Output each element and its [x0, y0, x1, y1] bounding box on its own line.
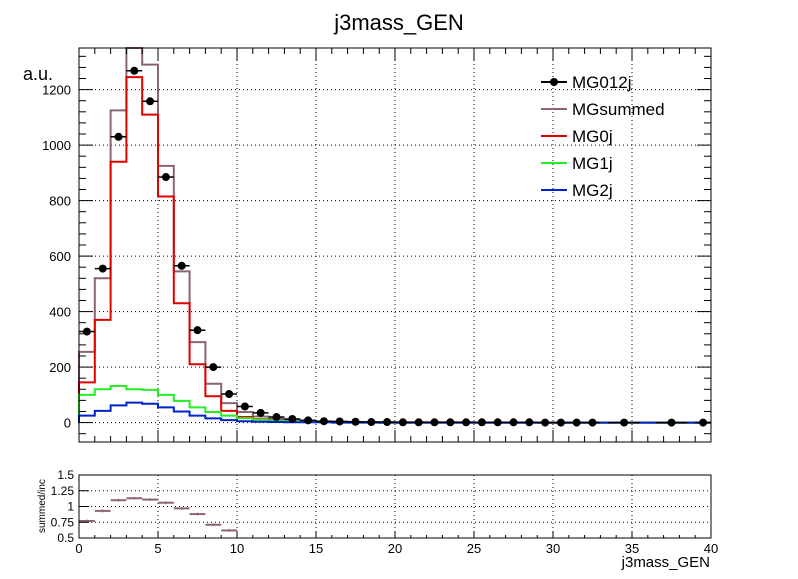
legend: MG012j MGsummed MG0j MG1j MG2j — [541, 73, 665, 200]
ratio-y-tick-label: 1.25 — [51, 484, 75, 498]
ratio-gridlines — [79, 475, 711, 538]
data-point — [304, 416, 313, 425]
ratio-y-tick-label: 1.5 — [57, 468, 74, 482]
data-point — [335, 417, 344, 426]
x-tick-label: 40 — [704, 541, 718, 556]
y-tick-label: 0 — [64, 416, 71, 431]
y-tick-label: 1000 — [42, 138, 71, 153]
main-gridlines — [79, 48, 711, 442]
x-tick-label: 30 — [546, 541, 560, 556]
data-point — [398, 418, 407, 427]
data-point — [430, 418, 439, 427]
x-tick-label: 35 — [625, 541, 639, 556]
data-point — [462, 418, 471, 427]
x-tick-label: 20 — [388, 541, 402, 556]
data-point — [319, 417, 328, 426]
data-point — [225, 389, 234, 398]
y-tick-label: 1200 — [42, 83, 71, 98]
data-point — [240, 402, 249, 411]
y-axis-label: a.u. — [23, 64, 53, 84]
ratio-y-tick-label: 0.5 — [57, 531, 74, 545]
data-point — [146, 97, 155, 106]
data-point — [288, 414, 297, 423]
legend-label-mg1j: MG1j — [572, 154, 613, 173]
data-point — [667, 418, 676, 427]
data-point — [177, 261, 186, 270]
data-point — [82, 327, 91, 336]
x-tick-label: 15 — [309, 541, 323, 556]
data-point — [383, 418, 392, 427]
ratio-y-tick-label: 1 — [67, 500, 74, 514]
chart-title: j3mass_GEN — [333, 10, 464, 35]
data-point — [477, 418, 486, 427]
data-point — [525, 418, 534, 427]
data-point — [114, 132, 123, 141]
data-point — [541, 418, 550, 427]
data-point — [620, 418, 629, 427]
data-point — [161, 173, 170, 182]
legend-marker-mg012j — [550, 78, 558, 86]
legend-label-mgsummed: MGsummed — [572, 100, 665, 119]
ratio-axes: 0 5 10 15 20 25 30 35 40 0.5 0.751 1.25 1.5 — [51, 468, 719, 556]
data-point — [209, 363, 218, 372]
main-axes: 0 200 400 600 800 1000 1200 — [42, 48, 712, 442]
data-point — [193, 326, 202, 335]
data-point — [130, 66, 139, 75]
ratio-y-axis-label: summed/inc — [37, 479, 48, 533]
y-tick-label: 800 — [49, 194, 71, 209]
data-point — [509, 418, 518, 427]
x-axis-label: j3mass_GEN — [621, 554, 710, 571]
x-tick-label: 5 — [154, 541, 161, 556]
data-point — [556, 418, 565, 427]
data-point — [414, 418, 423, 427]
data-point — [98, 264, 107, 273]
data-point — [256, 408, 265, 417]
data-point — [367, 418, 376, 427]
data-point — [446, 418, 455, 427]
data-point — [272, 413, 281, 422]
data-point — [351, 417, 360, 426]
x-tick-label: 0 — [75, 541, 82, 556]
x-tick-label: 10 — [230, 541, 244, 556]
main-series-layer — [78, 47, 711, 427]
ratio-y-tick-label: 0.75 — [51, 515, 75, 529]
y-tick-label: 400 — [49, 305, 71, 320]
data-point — [493, 418, 502, 427]
y-tick-label: 200 — [49, 360, 71, 375]
ratio-series-layer — [79, 496, 237, 532]
legend-label-mg012j: MG012j — [572, 73, 632, 92]
legend-label-mg0j: MG0j — [572, 127, 613, 146]
x-tick-label: 25 — [467, 541, 481, 556]
legend-label-mg2j: MG2j — [572, 181, 613, 200]
data-point — [572, 418, 581, 427]
data-point — [588, 418, 597, 427]
y-tick-label: 600 — [49, 249, 71, 264]
